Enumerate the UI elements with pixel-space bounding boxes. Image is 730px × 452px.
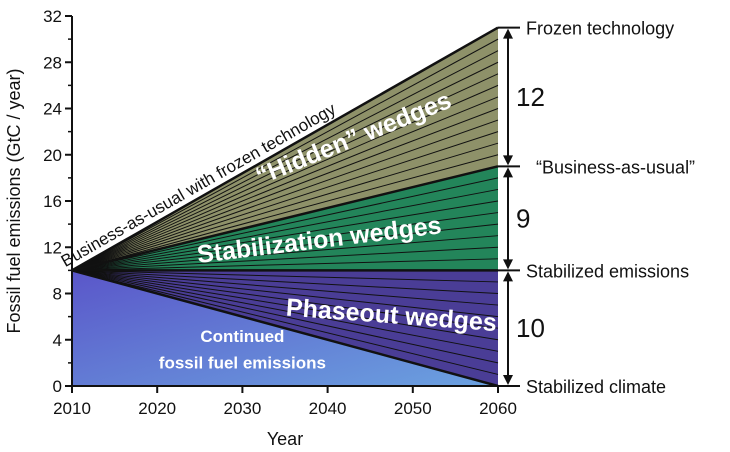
reference-label: “Business-as-usual”: [536, 157, 695, 177]
y-tick-label: 0: [53, 377, 62, 396]
wedge-divider: [71, 38, 499, 271]
x-tick-label: 2040: [309, 399, 347, 418]
range-arrow-head-down: [503, 155, 513, 166]
wedge-divider: [71, 84, 499, 271]
wedge-divider: [71, 177, 499, 271]
range-arrow-head-up: [503, 28, 513, 39]
wedge-divider: [71, 269, 499, 283]
wedge-divider: [71, 73, 499, 271]
y-tick-label: 28: [43, 53, 62, 72]
plot-area: [71, 26, 499, 388]
range-arrow-head-down: [503, 375, 513, 385]
x-tick-label: 2030: [223, 399, 261, 418]
axes: 0 4 8 12 16 20 24 28 32 2010 2020 2030 2040 2050 2060 Y…: [4, 7, 517, 449]
series-line-1: [71, 165, 499, 272]
wedge-divider: [71, 108, 499, 271]
wedge-count-0: 12: [516, 82, 545, 112]
wedge-divider: [71, 131, 499, 271]
x-tick-label: 2060: [479, 399, 517, 418]
wedge-divider: [71, 154, 499, 271]
continued-label-line2: fossil fuel emissions: [159, 354, 326, 373]
y-tick-label: 16: [43, 192, 62, 211]
y-tick-label: 24: [43, 100, 62, 119]
wedge-divider: [71, 269, 499, 375]
wedge-count-1: 9: [516, 203, 530, 233]
x-axis-title: Year: [267, 429, 303, 449]
wedge-divider: [71, 61, 499, 271]
wedge-divider: [71, 269, 499, 352]
wedge-divider: [71, 235, 499, 271]
wedge-divider: [71, 269, 499, 329]
wedge-divider: [71, 119, 499, 271]
wedge-count-2: 10: [516, 313, 545, 343]
wedge-divider: [71, 269, 499, 364]
reference-label: Frozen technology: [526, 19, 674, 39]
reference-label: Stabilized emissions: [526, 261, 689, 281]
y-axis-title: Fossil fuel emissions (GtC / year): [4, 68, 24, 333]
range-arrow-head-up: [503, 167, 513, 178]
wedge-divider: [71, 269, 499, 294]
wedge-divider: [71, 188, 499, 271]
series-line-3: [71, 269, 499, 388]
continued-label-line1: Continued: [200, 327, 284, 346]
wedge-divider: [71, 50, 499, 271]
range-arrow-head-down: [503, 259, 513, 270]
y-tick-label: 4: [53, 331, 62, 350]
wedge-divider: [71, 142, 499, 271]
wedge-divider: [71, 258, 499, 271]
wedge-divider: [71, 246, 499, 271]
wedge-divider: [71, 200, 499, 271]
wedge-divider: [71, 223, 499, 271]
x-tick-label: 2010: [53, 399, 91, 418]
range-arrow-head-up: [503, 271, 513, 282]
wedge-divider: [71, 212, 499, 271]
wedge-divider: [71, 269, 499, 318]
y-tick-label: 8: [53, 285, 62, 304]
reference-label: Stabilized climate: [526, 377, 666, 397]
series-line-0: [71, 26, 499, 272]
y-tick-label: 20: [43, 146, 62, 165]
y-tick-label: 12: [43, 238, 62, 257]
x-tick-label: 2020: [138, 399, 176, 418]
y-tick-label: 32: [43, 7, 62, 26]
x-tick-label: 2050: [394, 399, 432, 418]
wedge-divider: [71, 269, 499, 341]
wedge-divider: [71, 269, 499, 306]
wedge-divider: [71, 96, 499, 271]
